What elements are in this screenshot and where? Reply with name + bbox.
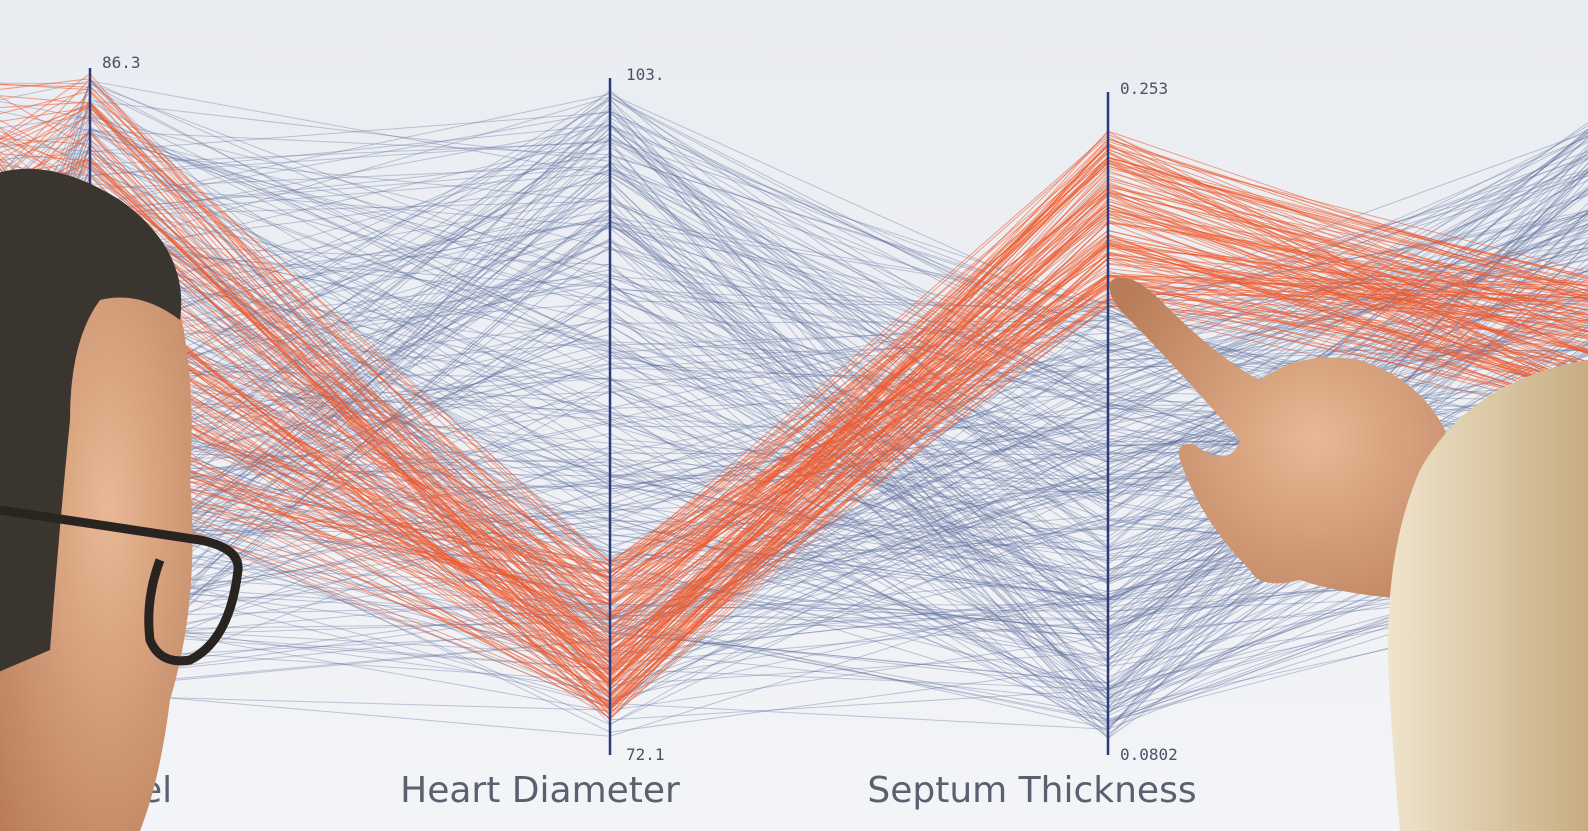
page: 86.3 103. 72.1 0.253 0.0802 el Heart Dia… [0, 0, 1588, 831]
axis-min: 0.0802 [1120, 745, 1178, 764]
axis-label: Septum Thickness [867, 770, 1196, 811]
axis-label: Heart Diameter [400, 770, 680, 811]
photo: 86.3 103. 72.1 0.253 0.0802 el Heart Dia… [0, 0, 1588, 831]
axis-min: 72.1 [626, 745, 665, 764]
axis-max: 0.253 [1120, 79, 1168, 98]
axis-max: 103. [626, 65, 665, 84]
axis-max: 86.3 [102, 53, 141, 72]
